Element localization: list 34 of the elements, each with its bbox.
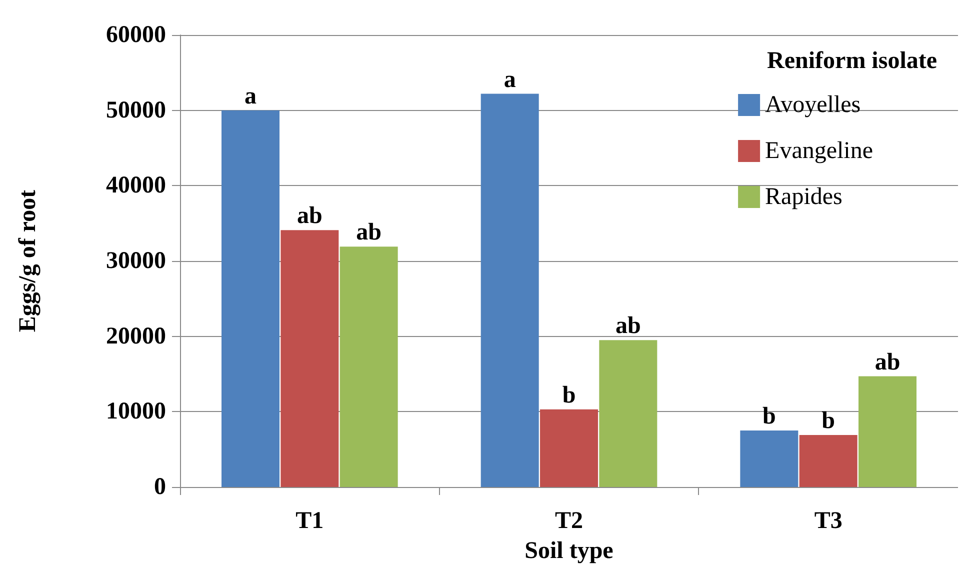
bar bbox=[740, 430, 798, 487]
y-tick-label: 60000 bbox=[106, 22, 166, 48]
x-axis-title: Soil type bbox=[524, 538, 614, 564]
bar bbox=[599, 340, 658, 487]
data-label: ab bbox=[296, 203, 322, 230]
legend-label: Avoyelles bbox=[765, 92, 861, 118]
bar bbox=[480, 94, 539, 487]
legend-title: Reniform isolate bbox=[767, 48, 938, 74]
data-label: a bbox=[504, 66, 516, 93]
data-label: b bbox=[562, 382, 576, 408]
legend-label: Evangeline bbox=[765, 138, 873, 164]
bar bbox=[799, 435, 858, 487]
data-label: a bbox=[244, 83, 257, 110]
bar bbox=[540, 409, 598, 487]
y-tick-label: 30000 bbox=[106, 248, 166, 274]
data-label: ab bbox=[356, 220, 382, 246]
x-tick-label: T2 bbox=[554, 508, 584, 534]
y-axis-title: Eggs/g of root bbox=[15, 190, 41, 332]
data-label: b bbox=[762, 404, 776, 430]
y-tick-label: 50000 bbox=[106, 97, 166, 124]
data-label: ab bbox=[874, 349, 900, 376]
x-tick-label: T1 bbox=[296, 508, 324, 534]
bar bbox=[340, 246, 398, 487]
legend-label: Rapides bbox=[765, 184, 842, 210]
bar bbox=[858, 376, 916, 487]
y-tick-label: 0 bbox=[154, 474, 166, 500]
data-label: ab bbox=[615, 313, 641, 340]
y-tick-label: 40000 bbox=[106, 172, 166, 199]
bar bbox=[280, 230, 339, 487]
y-tick-label: 20000 bbox=[106, 323, 166, 350]
bar bbox=[222, 110, 280, 487]
x-tick-label: T3 bbox=[814, 508, 842, 534]
data-label: b bbox=[822, 408, 836, 434]
y-tick-label: 10000 bbox=[106, 398, 166, 425]
